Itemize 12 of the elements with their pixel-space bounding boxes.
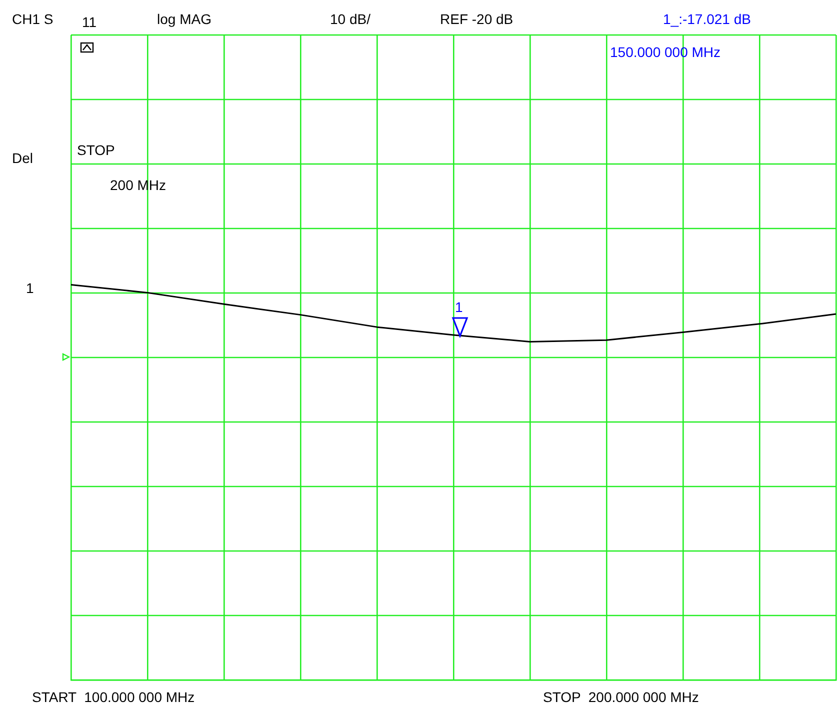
text: 11	[82, 14, 97, 30]
text: REF -20 dB	[440, 11, 514, 27]
text: CH1 S	[12, 11, 54, 27]
text: STOP	[77, 142, 115, 158]
text: 1_:-17.021 dB	[663, 11, 751, 27]
text: STOP 200.000 000 MHz	[543, 689, 699, 705]
text: log MAG	[157, 11, 212, 27]
text: START 100.000 000 MHz	[32, 689, 195, 705]
annotation: 1	[455, 299, 463, 315]
text: Del	[12, 150, 34, 166]
text: 10 dB/	[330, 11, 371, 27]
text: 1	[26, 280, 34, 296]
